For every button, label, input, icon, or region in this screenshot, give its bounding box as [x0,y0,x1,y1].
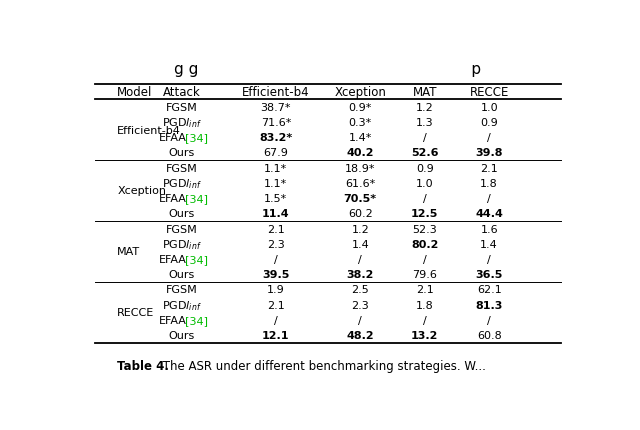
Text: 81.3: 81.3 [476,300,503,310]
Text: 1.3: 1.3 [416,118,433,128]
Text: 39.5: 39.5 [262,270,290,280]
Text: 52.6: 52.6 [411,148,438,158]
Text: MAT: MAT [412,86,437,99]
Text: FGSM: FGSM [166,163,198,173]
Text: 36.5: 36.5 [476,270,503,280]
Text: 40.2: 40.2 [346,148,374,158]
Text: 1.0: 1.0 [481,102,498,113]
Text: /: / [423,255,427,264]
Text: PGD$l_{inf}$: PGD$l_{inf}$ [162,237,202,251]
Text: 12.5: 12.5 [411,209,438,219]
Text: EFAA: EFAA [159,255,187,264]
Text: EFAA: EFAA [159,315,187,325]
Text: 1.1*: 1.1* [264,178,287,188]
Text: 83.2*: 83.2* [259,133,292,143]
Text: FGSM: FGSM [166,102,198,113]
Text: 2.5: 2.5 [351,285,369,295]
Text: RECCE: RECCE [117,307,154,318]
Text: 1.4*: 1.4* [349,133,372,143]
Text: 1.2: 1.2 [351,224,369,234]
Text: /: / [487,133,491,143]
Text: 2.3: 2.3 [351,300,369,310]
Text: /: / [423,133,427,143]
Text: EFAA: EFAA [159,133,187,143]
Text: g g                                                        p: g g p [175,61,481,77]
Text: 67.9: 67.9 [264,148,289,158]
Text: 1.0: 1.0 [416,178,433,188]
Text: /: / [487,194,491,204]
Text: 1.5*: 1.5* [264,194,287,204]
Text: Xception: Xception [117,186,166,196]
Text: 1.4: 1.4 [351,239,369,249]
Text: Attack: Attack [163,86,200,99]
Text: 1.2: 1.2 [416,102,433,113]
Text: EFAA: EFAA [159,194,187,204]
Text: [34]: [34] [185,133,208,143]
Text: 13.2: 13.2 [411,330,438,341]
Text: 0.3*: 0.3* [349,118,372,128]
Text: /: / [274,315,278,325]
Text: 1.6: 1.6 [481,224,498,234]
Text: 2.3: 2.3 [267,239,285,249]
Text: 70.5*: 70.5* [344,194,377,204]
Text: 1.1*: 1.1* [264,163,287,173]
Text: 60.2: 60.2 [348,209,372,219]
Text: 39.8: 39.8 [476,148,503,158]
Text: /: / [423,194,427,204]
Text: 48.2: 48.2 [346,330,374,341]
Text: PGD$l_{inf}$: PGD$l_{inf}$ [162,298,202,312]
Text: Ours: Ours [168,270,195,280]
Text: 60.8: 60.8 [477,330,502,341]
Text: RECCE: RECCE [470,86,509,99]
Text: The ASR under different benchmarking strategies. W...: The ASR under different benchmarking str… [159,359,486,372]
Text: 71.6*: 71.6* [260,118,291,128]
Text: 38.7*: 38.7* [260,102,291,113]
Text: 1.4: 1.4 [481,239,498,249]
Text: 2.1: 2.1 [416,285,433,295]
Text: 38.2: 38.2 [346,270,374,280]
Text: [34]: [34] [185,315,208,325]
Text: 61.6*: 61.6* [345,178,376,188]
Text: 2.1: 2.1 [481,163,498,173]
Text: /: / [358,255,362,264]
Text: 52.3: 52.3 [412,224,437,234]
Text: 0.9: 0.9 [481,118,498,128]
Text: FGSM: FGSM [166,224,198,234]
Text: Efficient-b4: Efficient-b4 [242,86,310,99]
Text: 79.6: 79.6 [412,270,437,280]
Text: 1.8: 1.8 [481,178,498,188]
Text: 0.9: 0.9 [416,163,433,173]
Text: [34]: [34] [185,194,208,204]
Text: /: / [358,315,362,325]
Text: Ours: Ours [168,209,195,219]
Text: 62.1: 62.1 [477,285,502,295]
Text: 80.2: 80.2 [411,239,438,249]
Text: 2.1: 2.1 [267,300,285,310]
Text: Xception: Xception [334,86,386,99]
Text: Efficient-b4: Efficient-b4 [117,125,181,135]
Text: 11.4: 11.4 [262,209,290,219]
Text: /: / [274,255,278,264]
Text: Table 4.: Table 4. [117,359,169,372]
Text: 2.1: 2.1 [267,224,285,234]
Text: /: / [487,255,491,264]
Text: PGD$l_{inf}$: PGD$l_{inf}$ [162,177,202,190]
Text: MAT: MAT [117,247,140,257]
Text: Ours: Ours [168,330,195,341]
Text: 18.9*: 18.9* [345,163,376,173]
Text: PGD$l_{inf}$: PGD$l_{inf}$ [162,116,202,129]
Text: Model: Model [117,86,152,99]
Text: Ours: Ours [168,148,195,158]
Text: [34]: [34] [185,255,208,264]
Text: 1.9: 1.9 [267,285,285,295]
Text: /: / [423,315,427,325]
Text: FGSM: FGSM [166,285,198,295]
Text: /: / [487,315,491,325]
Text: 44.4: 44.4 [476,209,503,219]
Text: 12.1: 12.1 [262,330,290,341]
Text: 1.8: 1.8 [416,300,433,310]
Text: 0.9*: 0.9* [349,102,372,113]
